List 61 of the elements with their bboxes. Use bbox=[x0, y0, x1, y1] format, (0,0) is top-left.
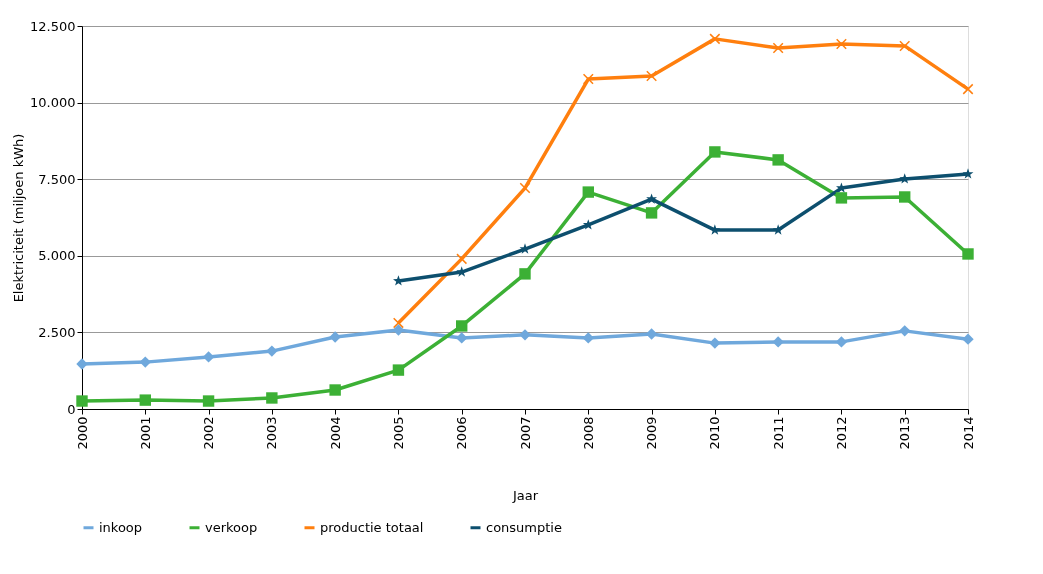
point bbox=[582, 186, 594, 198]
point bbox=[709, 33, 721, 45]
y-tick-label: 0 bbox=[67, 401, 76, 417]
point bbox=[266, 345, 278, 357]
point bbox=[582, 73, 594, 85]
point bbox=[899, 40, 911, 52]
x-tick-label: 2014 bbox=[960, 416, 976, 450]
point bbox=[202, 395, 215, 407]
x-axis-title: Jaar bbox=[511, 487, 539, 503]
y-tick-label: 7.500 bbox=[38, 171, 76, 187]
legend-label: consumptie bbox=[486, 519, 562, 535]
point bbox=[835, 192, 848, 204]
x-tick-label: 2005 bbox=[390, 416, 406, 450]
point bbox=[392, 364, 405, 376]
point bbox=[519, 268, 531, 280]
point bbox=[962, 248, 974, 260]
point bbox=[646, 193, 657, 204]
point bbox=[709, 146, 721, 158]
x-tick-label: 2003 bbox=[264, 416, 280, 450]
point bbox=[772, 154, 784, 166]
legend-label: verkoop bbox=[205, 519, 258, 535]
x-tick-label: 2012 bbox=[833, 416, 849, 450]
x-tick-label: 2008 bbox=[580, 416, 596, 450]
x-tick-label: 2000 bbox=[74, 416, 90, 450]
legend-label: productie totaal bbox=[320, 519, 424, 535]
x-tick-label: 2010 bbox=[707, 416, 723, 450]
point bbox=[329, 384, 341, 396]
legend-label: inkoop bbox=[99, 519, 143, 535]
point bbox=[329, 331, 341, 343]
point bbox=[772, 42, 784, 54]
point bbox=[835, 38, 847, 50]
point bbox=[456, 320, 468, 332]
x-tick-label: 2013 bbox=[897, 416, 913, 450]
y-axis-title: Elektriciteit (miljoen kWh) bbox=[11, 133, 27, 303]
point bbox=[962, 168, 974, 179]
y-tick-label: 10.000 bbox=[30, 95, 76, 111]
point bbox=[645, 207, 658, 219]
point bbox=[519, 329, 531, 341]
point bbox=[899, 325, 911, 337]
point bbox=[646, 70, 658, 82]
x-tick-label: 2006 bbox=[454, 416, 470, 450]
point bbox=[899, 191, 911, 203]
x-tick-label: 2011 bbox=[770, 416, 786, 450]
point bbox=[266, 392, 278, 404]
y-tick-label: 12.500 bbox=[30, 18, 76, 34]
point bbox=[392, 317, 404, 329]
point bbox=[962, 83, 974, 95]
x-tick-label: 2002 bbox=[201, 416, 217, 450]
x-tick-label: 2004 bbox=[327, 416, 343, 450]
point bbox=[76, 358, 88, 370]
point bbox=[709, 337, 721, 349]
x-tick-label: 2007 bbox=[517, 416, 533, 450]
point bbox=[772, 224, 784, 235]
y-tick-label: 5.000 bbox=[38, 248, 76, 264]
point bbox=[772, 336, 784, 348]
x-tick-label: 2009 bbox=[644, 416, 660, 450]
x-tick-label: 2001 bbox=[137, 416, 153, 450]
point bbox=[962, 333, 974, 345]
point bbox=[76, 395, 88, 407]
y-tick-label: 2.500 bbox=[38, 324, 76, 340]
point bbox=[139, 394, 151, 406]
